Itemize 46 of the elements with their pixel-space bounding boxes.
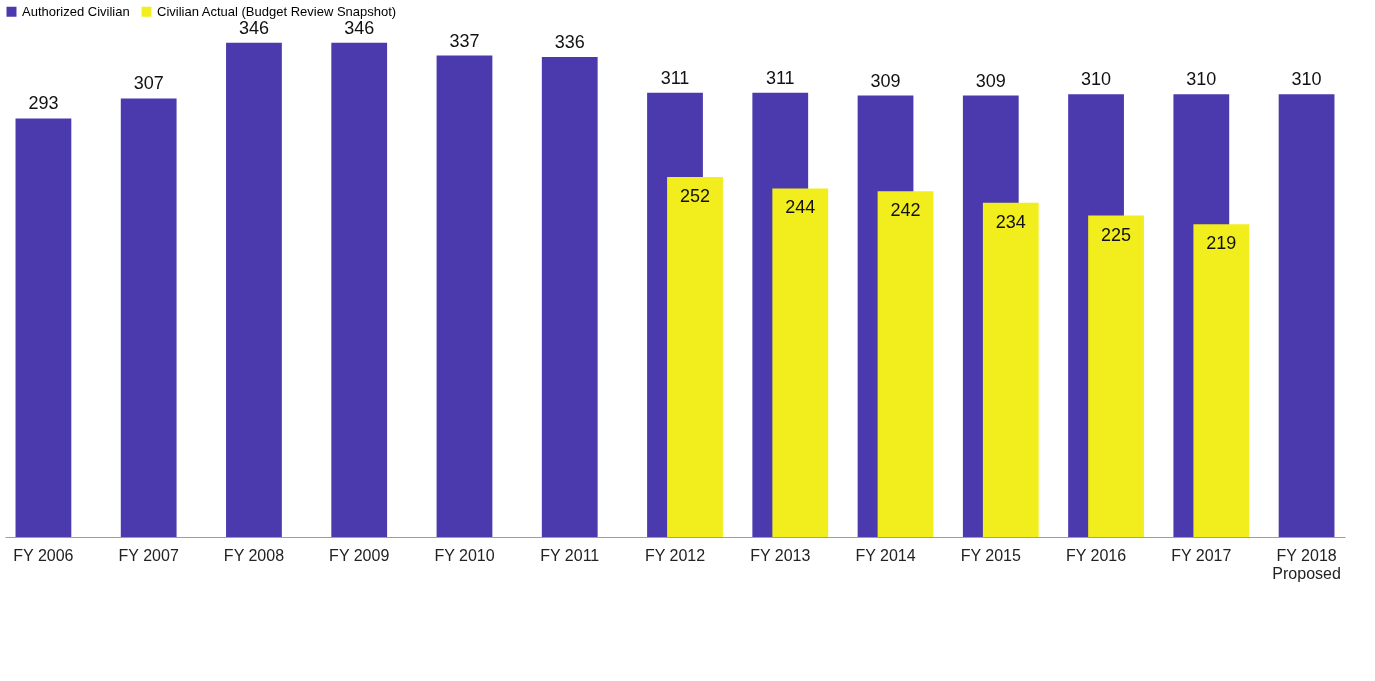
data-label: 225 (1101, 224, 1132, 245)
x-tick-label: FY 2006 (13, 546, 74, 564)
data-label: 310 (1186, 69, 1217, 90)
data-label: 252 (679, 186, 711, 206)
data-label: 309 (975, 70, 1006, 91)
legend-label: Authorized Civilian (22, 3, 130, 19)
x-tick-label: FY 2010 (434, 546, 495, 564)
data-label: 309 (870, 70, 901, 91)
data-label: 244 (785, 197, 816, 218)
x-tick-label: FY 2013 (750, 546, 811, 564)
x-tick-label: FY 2009 (329, 546, 390, 564)
bar (1278, 94, 1335, 537)
bar (15, 118, 72, 537)
bar (667, 177, 723, 537)
legend-label: Civilian Actual (Budget Review Snapshot) (157, 3, 397, 19)
x-tick-label: FY 2015 (960, 546, 1021, 564)
bar (541, 57, 598, 537)
data-label: 311 (660, 67, 690, 88)
data-label: 346 (344, 17, 375, 38)
data-label: 307 (133, 73, 164, 94)
bar (120, 98, 177, 537)
x-tick-label: FY 2016 (1065, 546, 1127, 564)
bar (1088, 215, 1144, 537)
x-tick-label: FY 2008 (223, 546, 285, 564)
data-label: 337 (449, 30, 480, 51)
data-label: 219 (1206, 233, 1237, 254)
data-label: 310 (1081, 69, 1112, 90)
bar (226, 42, 282, 537)
data-label: 311 (765, 67, 795, 88)
bar (772, 188, 829, 537)
x-tick-label: FY 2012 (644, 546, 706, 564)
bar (1193, 224, 1250, 537)
bar (331, 42, 388, 537)
x-tick-label: FY 2011 (540, 546, 600, 564)
x-tick-label: FY 2007 (118, 546, 179, 564)
x-tick-label: FY 2018 Proposed (1272, 546, 1341, 582)
x-tick-label: FY 2014 (855, 546, 916, 564)
data-label: 234 (995, 211, 1026, 232)
bar (982, 202, 1039, 537)
data-label: 310 (1291, 69, 1322, 90)
data-label: 336 (554, 32, 585, 52)
x-tick-label: FY 2017 (1171, 546, 1232, 564)
data-label: 293 (28, 93, 59, 114)
bar (436, 55, 493, 537)
bar (877, 191, 934, 537)
data-label: 242 (890, 200, 921, 221)
